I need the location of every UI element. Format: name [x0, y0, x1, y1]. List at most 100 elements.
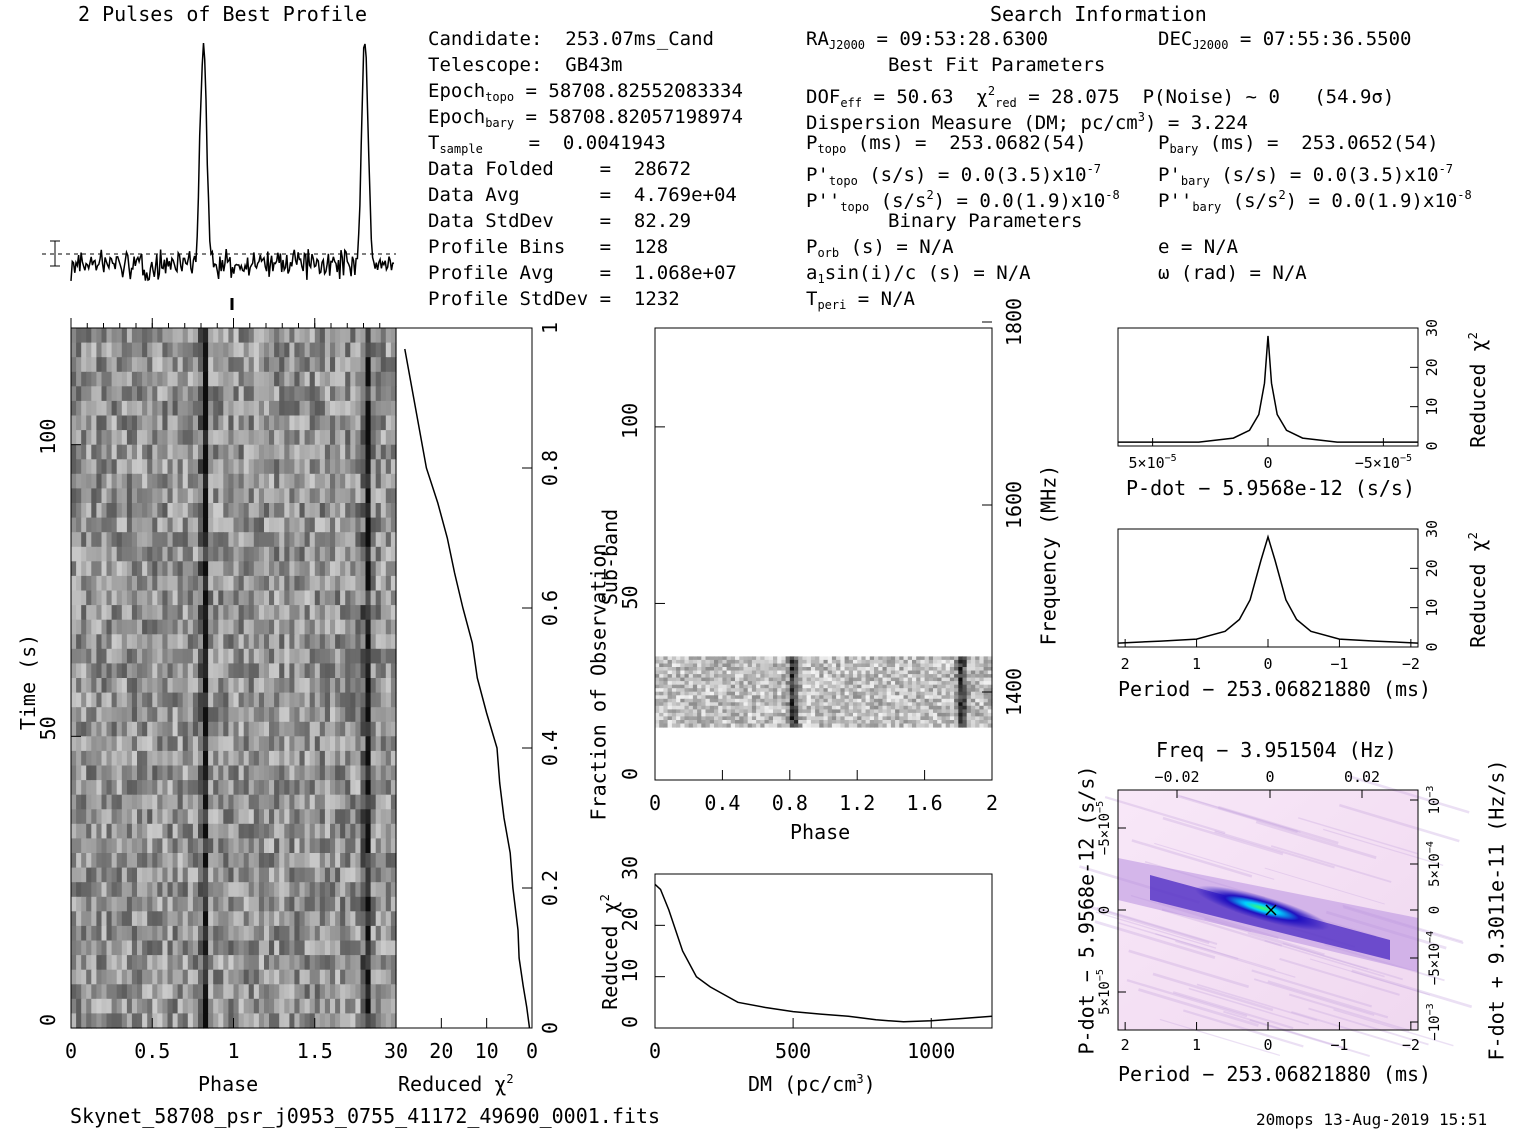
subband-cell: [739, 723, 745, 728]
time-phase-cell: [299, 473, 306, 489]
time-phase-cell: [319, 911, 326, 927]
subband-cell: [975, 691, 980, 696]
time-phase-cell: [208, 750, 214, 767]
time-phase-cell: [137, 400, 143, 417]
time-phase-cell: [137, 867, 143, 883]
time-phase-cell: [187, 444, 194, 460]
time-phase-cell: [319, 780, 326, 796]
time-phase-cell: [258, 955, 265, 971]
binary-title: Binary Parameters: [888, 210, 1083, 232]
subband-cell: [819, 688, 825, 693]
time-phase-cell: [131, 634, 138, 650]
time-phase-cell: [360, 998, 367, 1014]
subband-cell: [979, 709, 985, 714]
subband-cell: [933, 709, 938, 714]
time-phase-cell: [370, 561, 377, 577]
time-phase-cell: [248, 896, 255, 912]
time-phase-cell: [172, 692, 179, 708]
subband-cell: [899, 667, 905, 672]
subband-cell: [798, 723, 803, 728]
subband-cell: [975, 656, 980, 661]
time-phase-cell: [355, 444, 362, 460]
time-phase-cell: [355, 794, 362, 810]
time-phase-cell: [350, 634, 356, 650]
time-phase-cell: [284, 955, 290, 971]
subband-cell: [777, 702, 782, 707]
time-phase-cell: [198, 736, 204, 752]
time-phase-cell: [258, 809, 265, 825]
time-phase-cell: [137, 940, 143, 956]
subband-cell: [743, 716, 749, 721]
time-phase-cell: [96, 371, 103, 387]
subband-cell: [730, 656, 736, 661]
time-phase-cell: [157, 473, 163, 489]
time-phase-cell: [248, 882, 255, 898]
time-phase-cell: [111, 546, 118, 562]
time-phase-cell: [81, 459, 87, 475]
subband-cell: [962, 656, 968, 661]
time-phase-cell: [299, 853, 306, 869]
time-phase-cell: [243, 634, 250, 650]
time-phase-cell: [86, 765, 92, 781]
time-phase-cell: [192, 853, 199, 869]
subband-cell: [798, 695, 803, 700]
subband-cell: [739, 702, 745, 707]
time-phase-cell: [167, 415, 174, 431]
time-phase-cell: [375, 984, 382, 1000]
time-phase-cell: [147, 546, 153, 562]
time-phase-cell: [106, 765, 113, 781]
subband-cell: [958, 702, 964, 707]
time-phase-cell: [81, 503, 87, 519]
time-phase-cell: [269, 707, 275, 723]
time-phase-cell: [324, 532, 331, 548]
subband-cell: [815, 667, 820, 672]
subband-cell: [655, 656, 660, 661]
time-phase-cell: [324, 663, 331, 679]
subband-cell: [739, 691, 745, 696]
subband-cell: [773, 691, 778, 696]
time-phase-cell: [340, 546, 346, 562]
time-phase-cell: [213, 503, 219, 519]
time-phase-cell: [137, 750, 143, 767]
subband-cell: [709, 681, 715, 686]
time-phase-cell: [208, 605, 214, 621]
time-phase-cell: [264, 853, 270, 869]
time-phase-cell: [187, 780, 194, 796]
time-phase-cell: [238, 969, 245, 985]
subband-cell: [865, 670, 871, 675]
p-pdot-streak: [1264, 939, 1385, 978]
time-phase-cell: [340, 400, 346, 417]
time-phase-cell: [279, 663, 285, 679]
time-phase-cell: [71, 663, 77, 679]
subband-cell: [810, 698, 816, 703]
subband-cell: [958, 674, 964, 679]
time-phase-cell: [172, 357, 179, 373]
time-phase-cell: [360, 517, 367, 533]
time-phase-cell: [345, 619, 351, 635]
time-phase-cell: [213, 342, 219, 358]
time-phase-cell: [274, 707, 280, 723]
time-phase-cell: [177, 400, 184, 417]
subband-cell: [701, 695, 707, 700]
subband-tick-label: 0: [618, 768, 642, 780]
time-phase-cell: [198, 911, 204, 927]
time-phase-cell: [162, 532, 169, 548]
subband-cell: [890, 681, 896, 686]
subband-cell: [979, 667, 985, 672]
subband-cell: [739, 667, 745, 672]
subband-cell: [844, 656, 850, 661]
subband-cell: [979, 705, 985, 710]
subband-cell: [806, 663, 812, 668]
time-phase-cell: [274, 634, 280, 650]
subband-cell: [975, 677, 980, 682]
time-phase-cell: [243, 648, 250, 664]
time-phase-cell: [91, 838, 97, 854]
time-phase-cell: [269, 575, 275, 592]
subband-cell: [899, 698, 905, 703]
time-phase-cell: [324, 707, 331, 723]
subband-cell: [987, 667, 993, 672]
time-phase-cell: [162, 503, 169, 519]
subband-cell: [979, 712, 985, 717]
subband-cell: [760, 720, 766, 725]
